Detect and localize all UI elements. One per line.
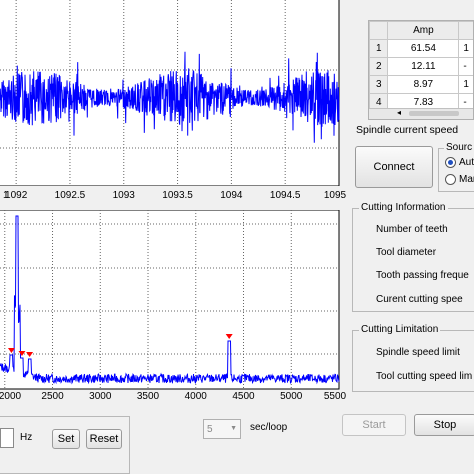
source-option-manual[interactable]: Man <box>445 174 474 185</box>
tool-cutting-speed-limit-label: Tool cutting speed lim <box>376 371 473 382</box>
spectrum-plot-area <box>0 210 340 390</box>
set-button[interactable]: Set <box>52 429 80 449</box>
loop-unit-label: sec/loop <box>250 422 288 433</box>
x-tick-label: 4500 <box>232 391 255 402</box>
row-index: 1 <box>369 39 389 58</box>
source-group-title: Sourc <box>444 142 474 153</box>
spindle-speed-limit-label: Spindle speed limit <box>376 347 460 358</box>
x-tick-label: 1093.5 <box>162 190 193 201</box>
hz-unit-label: Hz <box>20 432 33 443</box>
amp-table-header-row: Amp <box>369 21 473 40</box>
peak-marker <box>26 352 34 357</box>
x-tick-label: 1094.5 <box>269 190 301 201</box>
table-row[interactable]: 1 61.54 1 <box>369 39 473 58</box>
stop-button[interactable]: Stop <box>414 414 474 436</box>
radio-unselected-icon[interactable] <box>445 174 456 185</box>
x-tick-label: 1093 <box>112 190 135 201</box>
next-cell[interactable]: 1 <box>458 39 473 58</box>
source-option-auto[interactable]: Aut <box>445 157 474 168</box>
amp-cell[interactable]: 61.54 <box>387 39 460 58</box>
scroll-left-icon[interactable]: ◂ <box>397 108 402 117</box>
table-row[interactable]: 3 8.97 1 <box>369 75 473 94</box>
peak-marker <box>225 334 233 339</box>
amp-table-corner <box>369 21 389 40</box>
source-option-label: Man <box>459 174 474 185</box>
spindle-current-speed-label: Spindle current speed <box>356 124 459 136</box>
scrollbar-thumb[interactable] <box>409 111 459 116</box>
chevron-down-icon[interactable]: ▼ <box>230 425 237 432</box>
next-cell[interactable]: 1 <box>458 75 473 94</box>
current-cutting-speed-label: Curent cutting spee <box>376 294 463 305</box>
cutting-limitation-title: Cutting Limitation <box>359 324 441 335</box>
spectrum-plot-axes <box>0 210 340 390</box>
next-column-header[interactable] <box>458 21 473 40</box>
source-group <box>438 148 474 192</box>
number-of-teeth-label: Number of teeth <box>376 224 448 235</box>
reset-button[interactable]: Reset <box>86 429 122 449</box>
x-tick-label: 3000 <box>89 391 112 402</box>
time-plot <box>0 0 342 186</box>
amp-cell[interactable]: 8.97 <box>387 75 460 94</box>
start-button[interactable]: Start <box>342 414 406 436</box>
time-plot-axes <box>0 0 340 186</box>
amp-table[interactable]: Amp 1 61.54 1 2 12.11 - 3 8.97 1 4 7.83 … <box>368 20 474 120</box>
x-tick-label: 1092 <box>5 190 28 201</box>
row-index: 3 <box>369 75 389 94</box>
peak-markers <box>7 334 233 357</box>
amp-column-header[interactable]: Amp <box>387 21 460 40</box>
cutting-limitation-group <box>352 330 474 392</box>
row-index: 2 <box>369 57 389 76</box>
x-tick-label: 2500 <box>41 391 64 402</box>
next-cell[interactable]: - <box>458 57 473 76</box>
spectrum-plot-grid <box>0 210 339 389</box>
x-tick-label: 5500 <box>323 391 347 402</box>
cutting-information-title: Cutting Information <box>359 202 448 213</box>
amp-table-grid: Amp 1 61.54 1 2 12.11 - 3 8.97 1 4 7.83 … <box>369 21 473 112</box>
connect-button[interactable]: Connect <box>355 146 433 188</box>
peak-marker <box>18 351 26 356</box>
time-plot-tick-labels: 1092 1092.5 1093 1093.5 1094 1094.5 1095 1 <box>0 190 346 204</box>
x-tick-label: 1095 <box>323 190 347 201</box>
loop-interval-select[interactable]: 5 ▼ <box>203 419 241 439</box>
tooth-passing-frequency-label: Tooth passing freque <box>376 270 469 281</box>
x-tick-label: 1092.5 <box>54 190 86 201</box>
hz-input[interactable] <box>0 428 14 448</box>
table-row[interactable]: 2 12.11 - <box>369 57 473 76</box>
spectrum-plot <box>0 210 342 390</box>
x-tick-label: 1094 <box>220 190 243 201</box>
source-option-label: Aut <box>459 157 474 168</box>
peak-marker <box>7 348 15 353</box>
tool-diameter-label: Tool diameter <box>376 247 437 258</box>
radio-selected-icon[interactable] <box>445 157 456 168</box>
x-tick-label: 4000 <box>184 391 207 402</box>
loop-interval-value: 5 <box>207 423 213 435</box>
spectrum-plot-tick-labels: 2000 2500 3000 3500 4000 4500 5000 5500 <box>0 391 346 405</box>
x-tick-label-partial: 1 <box>3 190 9 201</box>
amp-cell[interactable]: 12.11 <box>387 57 460 76</box>
time-signal-line <box>0 51 340 143</box>
x-tick-label: 3500 <box>136 391 160 402</box>
horizontal-scrollbar[interactable]: ◂ <box>369 108 473 119</box>
spectrum-signal-line <box>0 215 340 385</box>
x-tick-label: 2000 <box>0 391 22 402</box>
x-tick-label: 5000 <box>280 391 303 402</box>
